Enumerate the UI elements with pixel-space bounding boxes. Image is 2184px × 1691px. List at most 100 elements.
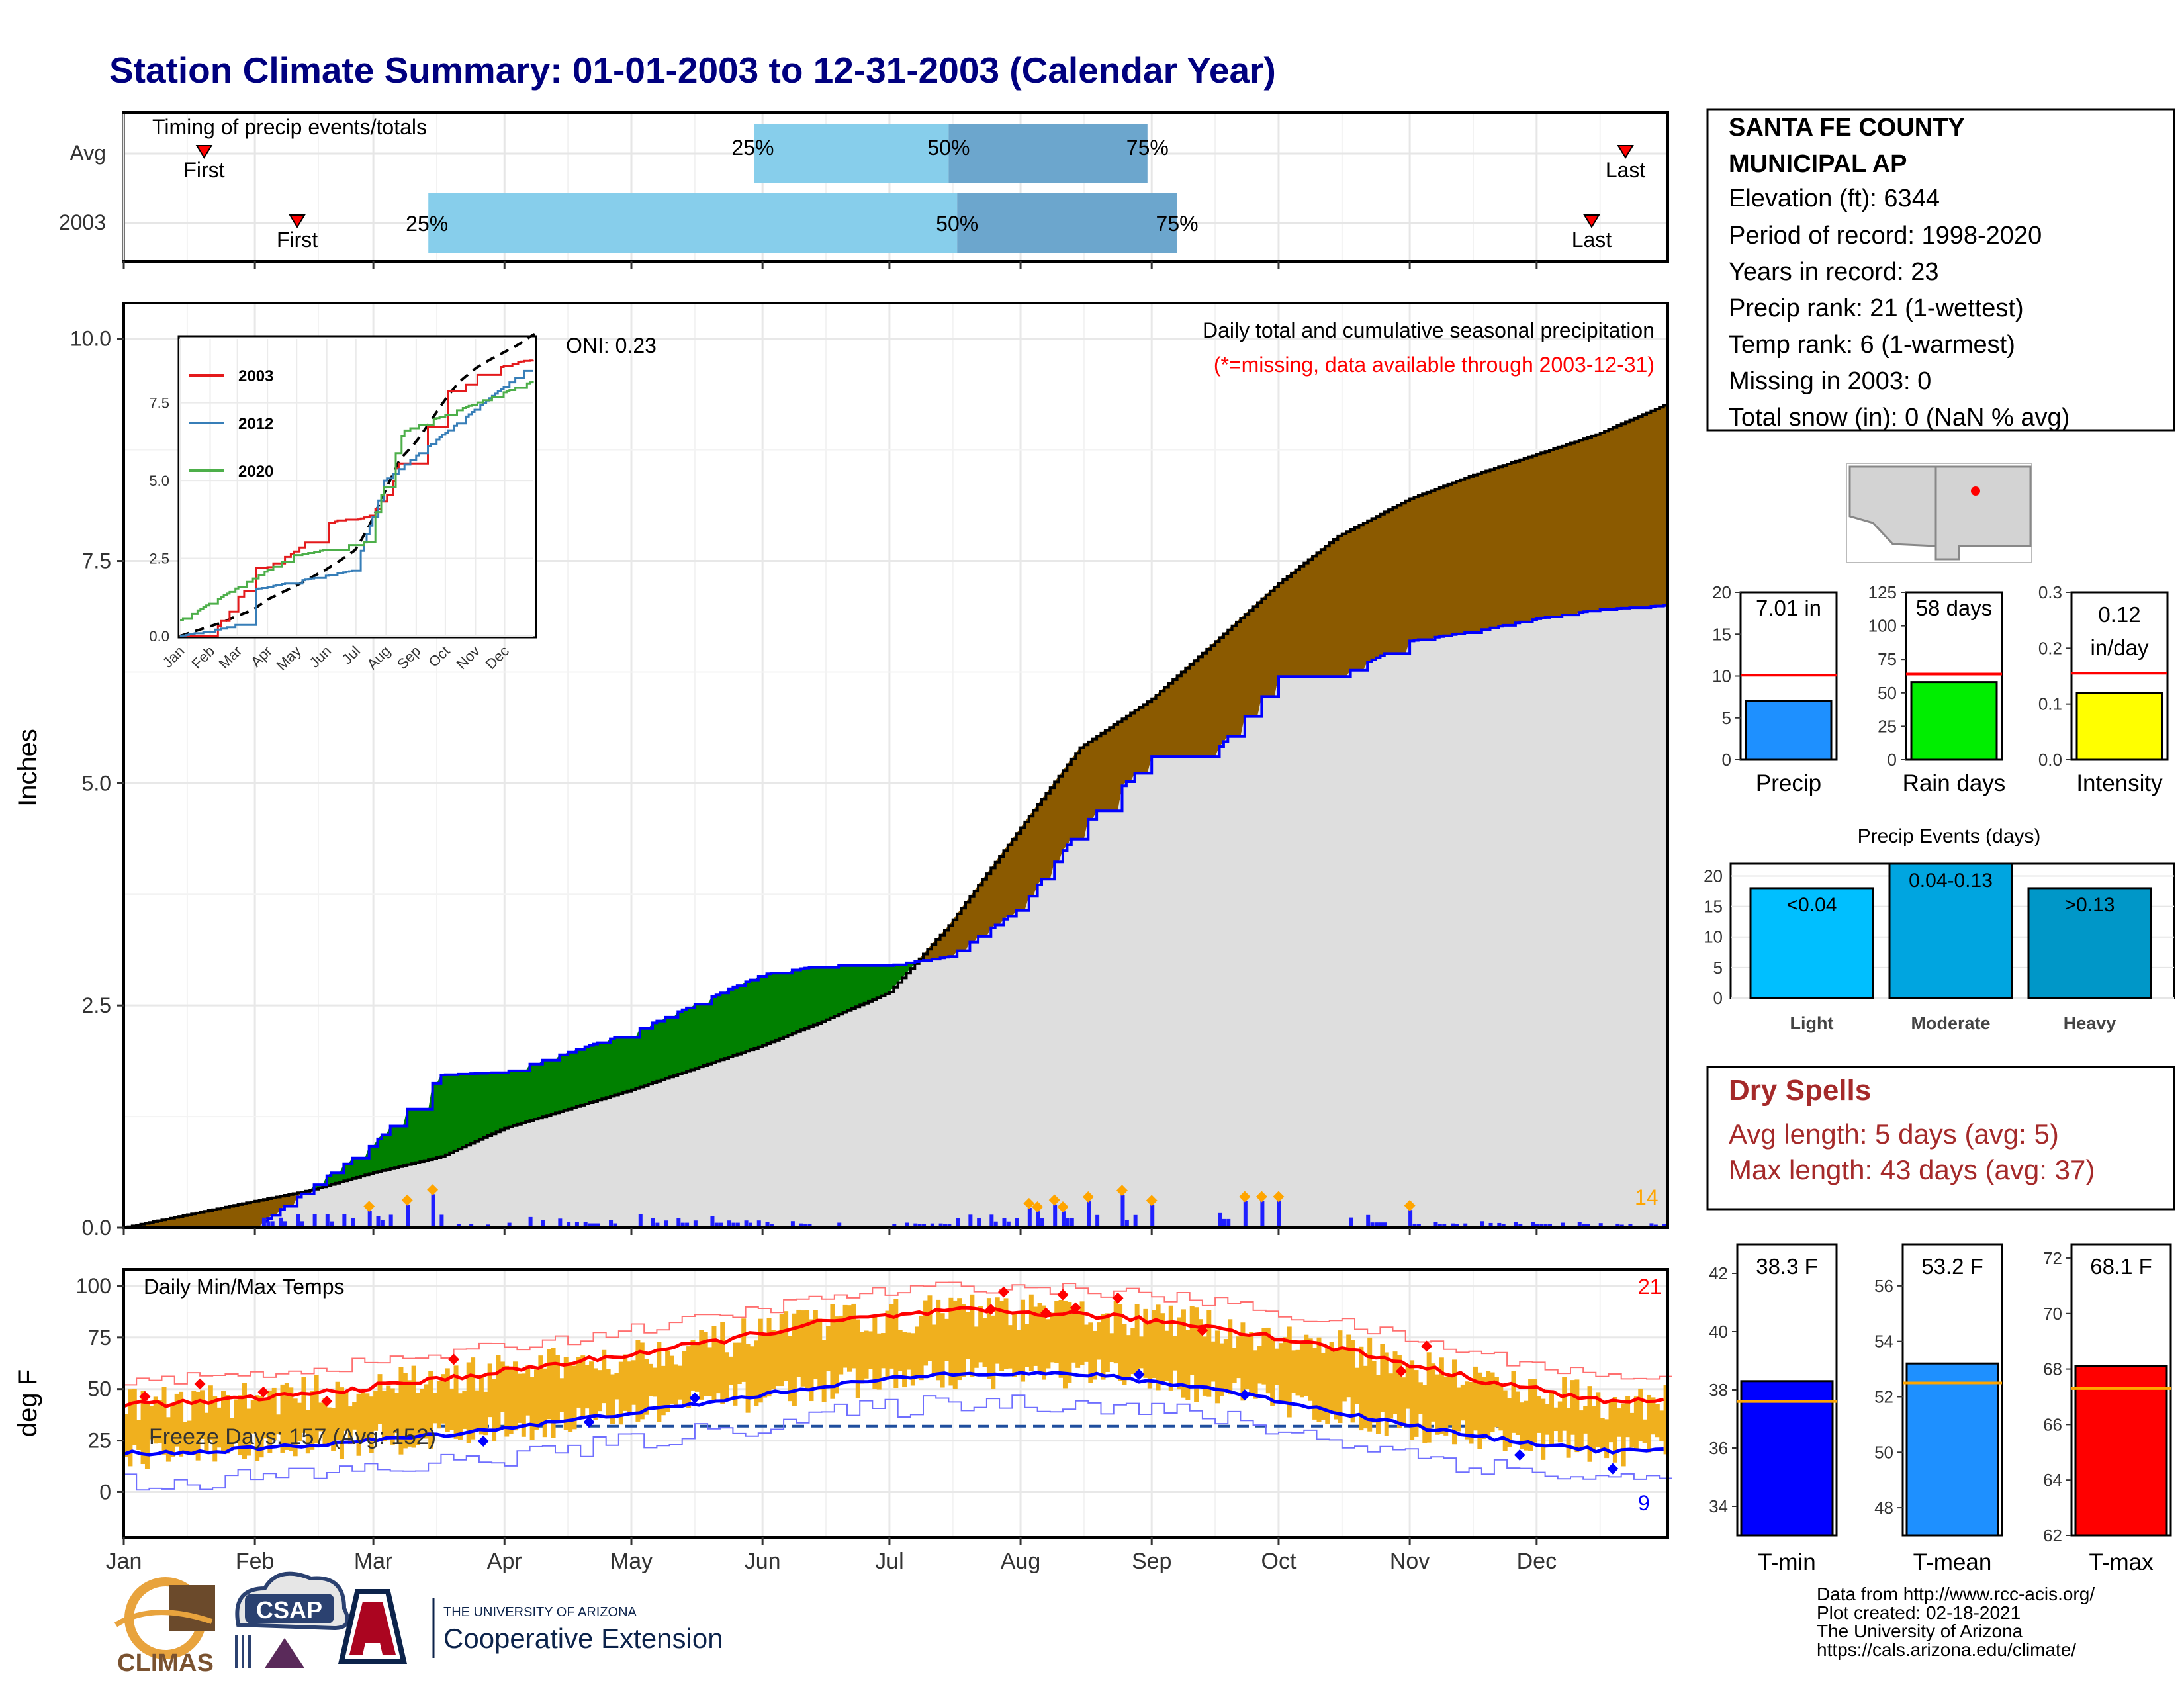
daily-temp-bar <box>420 1389 425 1438</box>
daily-temp-bar <box>669 1355 674 1404</box>
summary-value-label: 0.12 <box>2098 602 2140 627</box>
daily-temp-bar <box>445 1368 450 1432</box>
station-temp-rank: Temp rank: 6 (1-warmest) <box>1729 331 2015 359</box>
temp-y-tick: 62 <box>2043 1526 2062 1545</box>
event-marker <box>1255 1191 1267 1203</box>
timing-label-75: 75% <box>1156 212 1199 236</box>
daily-temp-bar <box>1591 1406 1596 1452</box>
daily-temp-bar <box>1079 1301 1085 1365</box>
daily-precip-bar <box>735 1222 740 1228</box>
daily-precip-bar <box>917 1224 922 1228</box>
station-info: SANTA FE COUNTY MUNICIPAL AP Elevation (… <box>1706 108 2175 432</box>
daily-temp-bar <box>1410 1360 1415 1440</box>
daily-temp-bar <box>204 1412 209 1453</box>
daily-temp-bar <box>191 1390 197 1455</box>
events-bar-label: >0.13 <box>2065 894 2115 916</box>
daily-precip-bar <box>655 1222 660 1228</box>
daily-precip-bar <box>351 1218 355 1228</box>
daily-temp-bar <box>538 1355 543 1425</box>
daily-temp-bar <box>1291 1350 1297 1393</box>
daily-temp-bar <box>1532 1379 1537 1443</box>
daily-temp-bar <box>1274 1348 1279 1385</box>
daily-temp-bar <box>513 1361 518 1431</box>
daily-temp-bar <box>1160 1313 1165 1385</box>
temp-y-tick: 100 <box>76 1274 111 1298</box>
daily-temp-bar <box>733 1342 738 1406</box>
timing-label: Timing of precip events/totals <box>152 115 427 139</box>
daily-temp-bar <box>1621 1403 1626 1467</box>
daily-temp-bar <box>741 1318 747 1382</box>
daily-temp-bar <box>999 1301 1005 1371</box>
daily-precip-bar <box>977 1218 981 1228</box>
daily-precip-bar <box>765 1222 770 1228</box>
daily-temp-bar <box>234 1399 239 1443</box>
daily-temp-bar <box>1067 1301 1072 1383</box>
daily-temp-bar <box>1130 1328 1136 1375</box>
daily-temp-bar <box>1465 1381 1470 1440</box>
daily-precip-bar <box>905 1222 909 1228</box>
freeze-days-label: Freeze Days: 157 (Avg: 152) <box>149 1424 436 1449</box>
daily-precip-bar <box>528 1216 533 1228</box>
events-y-tick: 0 <box>1713 988 1723 1008</box>
daily-temp-bar <box>551 1348 556 1438</box>
month-label: Aug <box>1001 1549 1041 1574</box>
daily-temp-bar <box>335 1381 340 1440</box>
precip-y-axis-label: Inches <box>13 729 42 807</box>
daily-precip-bar <box>1497 1222 1502 1228</box>
daily-temp-bar <box>927 1295 933 1361</box>
daily-precip-bar <box>756 1220 761 1228</box>
event-marker <box>1273 1191 1285 1203</box>
daily-temp-bar <box>255 1395 260 1461</box>
daily-temp-bar <box>1037 1303 1042 1372</box>
inset-y-tick: 0.0 <box>149 628 169 645</box>
daily-temp-bar <box>1600 1418 1605 1449</box>
daily-precip-bar <box>938 1223 943 1228</box>
daily-temp-bar <box>749 1346 754 1398</box>
summary-bar-label: Intensity <box>2076 770 2163 796</box>
daily-precip-bar <box>279 1217 283 1228</box>
daily-precip-bar <box>930 1223 934 1228</box>
daily-temp-bar <box>813 1310 818 1379</box>
summary-y-tick: 0 <box>1722 750 1731 770</box>
summary-y-tick: 10 <box>1712 666 1731 686</box>
events-category: Light <box>1790 1013 1834 1033</box>
events-y-tick: 5 <box>1713 958 1723 978</box>
daily-temp-bar <box>1490 1372 1495 1432</box>
event-marker <box>1146 1195 1158 1207</box>
record-high-marker <box>998 1286 1009 1298</box>
station-name: SANTA FE COUNTY <box>1729 114 1965 142</box>
event-marker <box>1116 1185 1128 1197</box>
daily-temp-bar <box>1338 1330 1343 1424</box>
daily-temp-bar <box>715 1341 721 1394</box>
daily-precip-bar <box>710 1216 715 1228</box>
daily-temp-bar <box>390 1388 395 1445</box>
station-elevation: Elevation (ft): 6344 <box>1729 185 1940 212</box>
daily-temp-bar <box>1473 1366 1478 1431</box>
daily-temp-bar <box>1477 1372 1482 1449</box>
daily-temp-bar <box>699 1330 704 1400</box>
daily-temp-bar <box>195 1391 201 1461</box>
daily-temp-bar <box>1097 1322 1102 1360</box>
daily-temp-bar <box>1261 1328 1267 1385</box>
daily-temp-bar <box>1447 1374 1453 1426</box>
daily-temp-bar <box>830 1304 835 1399</box>
daily-temp-bar <box>961 1304 966 1377</box>
ua-logo: THE UNIVERSITY OF ARIZONA Cooperative Ex… <box>338 1589 723 1664</box>
dry-spells-avg: Avg length: 5 days (avg: 5) <box>1729 1119 2059 1150</box>
event-marker <box>1032 1201 1044 1213</box>
daily-precip-bar <box>1488 1222 1493 1228</box>
daily-temp-bar <box>1240 1322 1246 1401</box>
daily-temp-bar <box>1608 1400 1614 1443</box>
daily-temp-bar <box>707 1347 713 1396</box>
temp-y-tick: 48 <box>1874 1498 1893 1518</box>
daily-temp-bar <box>846 1305 852 1372</box>
daily-temp-bar <box>1401 1377 1406 1426</box>
daily-temp-bar <box>263 1398 268 1439</box>
daily-precip-bar <box>1615 1223 1620 1228</box>
daily-precip-bar <box>638 1214 643 1228</box>
daily-temp-bar <box>1659 1410 1664 1441</box>
inset-legend-label: 2003 <box>238 367 273 385</box>
record-low-marker <box>1133 1369 1145 1381</box>
daily-temp-bar <box>529 1377 535 1440</box>
